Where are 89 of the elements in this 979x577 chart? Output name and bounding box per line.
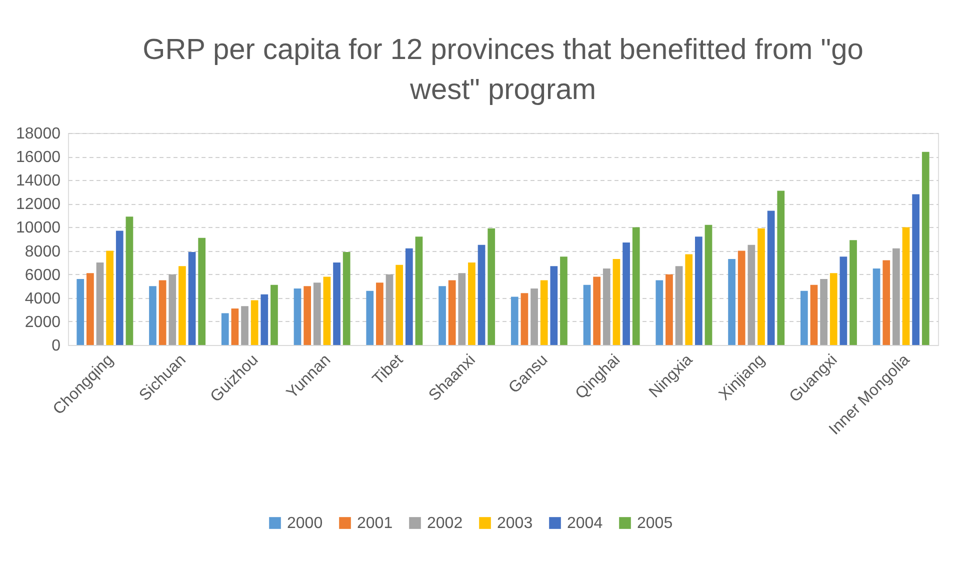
bar bbox=[231, 308, 239, 345]
bar bbox=[342, 252, 350, 345]
bar bbox=[126, 216, 134, 345]
bar bbox=[376, 282, 384, 345]
bar bbox=[810, 284, 818, 345]
y-tick-label: 6000 bbox=[24, 266, 61, 284]
bar bbox=[583, 284, 591, 345]
bar bbox=[704, 224, 712, 345]
bar bbox=[313, 282, 321, 345]
bar bbox=[622, 242, 630, 345]
bar bbox=[675, 266, 683, 345]
bar bbox=[593, 276, 601, 345]
bar bbox=[448, 280, 456, 345]
bar bbox=[767, 210, 775, 345]
legend-label: 2000 bbox=[287, 515, 323, 532]
bar bbox=[922, 152, 930, 345]
chart-title: GRP per capita for 12 provinces that benefitted from "go west" program bbox=[142, 34, 864, 106]
bar bbox=[602, 268, 610, 345]
bar bbox=[850, 240, 857, 345]
bar bbox=[149, 286, 156, 345]
legend-label: 2002 bbox=[427, 515, 463, 532]
legend-label: 2003 bbox=[497, 515, 533, 532]
bar bbox=[748, 244, 756, 345]
bar bbox=[902, 227, 910, 345]
y-tick-label: 18000 bbox=[16, 126, 61, 142]
y-tick-label: 10000 bbox=[16, 220, 61, 237]
bar bbox=[260, 294, 268, 345]
y-tick-label: 4000 bbox=[24, 290, 61, 308]
bar bbox=[270, 284, 278, 345]
bar bbox=[612, 259, 620, 345]
bar bbox=[178, 266, 186, 345]
bar bbox=[386, 274, 394, 345]
bar bbox=[520, 293, 528, 345]
bar bbox=[405, 248, 413, 345]
bar bbox=[560, 256, 568, 345]
bar bbox=[632, 227, 640, 345]
bar bbox=[820, 279, 828, 345]
bar bbox=[366, 290, 374, 345]
bar bbox=[188, 252, 196, 345]
y-tick-label: 0 bbox=[52, 338, 61, 354]
bar bbox=[333, 262, 340, 345]
bar bbox=[694, 236, 702, 345]
bar bbox=[540, 280, 548, 345]
bar bbox=[76, 279, 84, 345]
bar bbox=[106, 250, 114, 345]
bar bbox=[550, 266, 558, 345]
bar bbox=[221, 313, 229, 345]
bar bbox=[294, 288, 302, 345]
y-tick-label: 12000 bbox=[16, 196, 61, 214]
bar bbox=[396, 264, 404, 345]
bar bbox=[656, 280, 664, 345]
bar bbox=[758, 228, 765, 345]
y-tick-label: 14000 bbox=[16, 172, 61, 190]
bar bbox=[415, 236, 423, 345]
bar bbox=[488, 228, 496, 345]
bar bbox=[116, 230, 124, 345]
legend-label: 2005 bbox=[637, 515, 673, 532]
bar bbox=[198, 238, 206, 345]
bar bbox=[872, 268, 880, 345]
bar bbox=[800, 290, 808, 345]
bar bbox=[304, 286, 312, 345]
bar bbox=[912, 194, 920, 345]
bar bbox=[458, 273, 466, 345]
bar bbox=[685, 254, 693, 345]
bar bbox=[86, 273, 94, 345]
bar bbox=[882, 260, 890, 345]
bar bbox=[96, 262, 104, 345]
y-tick-label: 2000 bbox=[24, 314, 61, 331]
legend-label: 2001 bbox=[357, 515, 393, 532]
bar bbox=[666, 274, 673, 345]
bar bbox=[241, 306, 248, 345]
bar bbox=[738, 250, 746, 345]
bar bbox=[728, 259, 736, 345]
bar bbox=[438, 286, 446, 345]
bar bbox=[840, 256, 848, 345]
bar bbox=[777, 190, 785, 345]
bar bbox=[250, 300, 258, 345]
bar bbox=[830, 273, 838, 345]
bar bbox=[468, 262, 476, 345]
bar bbox=[323, 276, 331, 345]
legend-label: 2004 bbox=[567, 515, 603, 532]
bar bbox=[530, 288, 538, 345]
bar bbox=[168, 274, 176, 345]
y-tick-label: 16000 bbox=[16, 149, 61, 166]
bar bbox=[478, 244, 486, 345]
bar bbox=[510, 296, 518, 345]
y-tick-label: 8000 bbox=[24, 243, 61, 260]
bar bbox=[892, 248, 900, 345]
bar bbox=[158, 280, 166, 345]
